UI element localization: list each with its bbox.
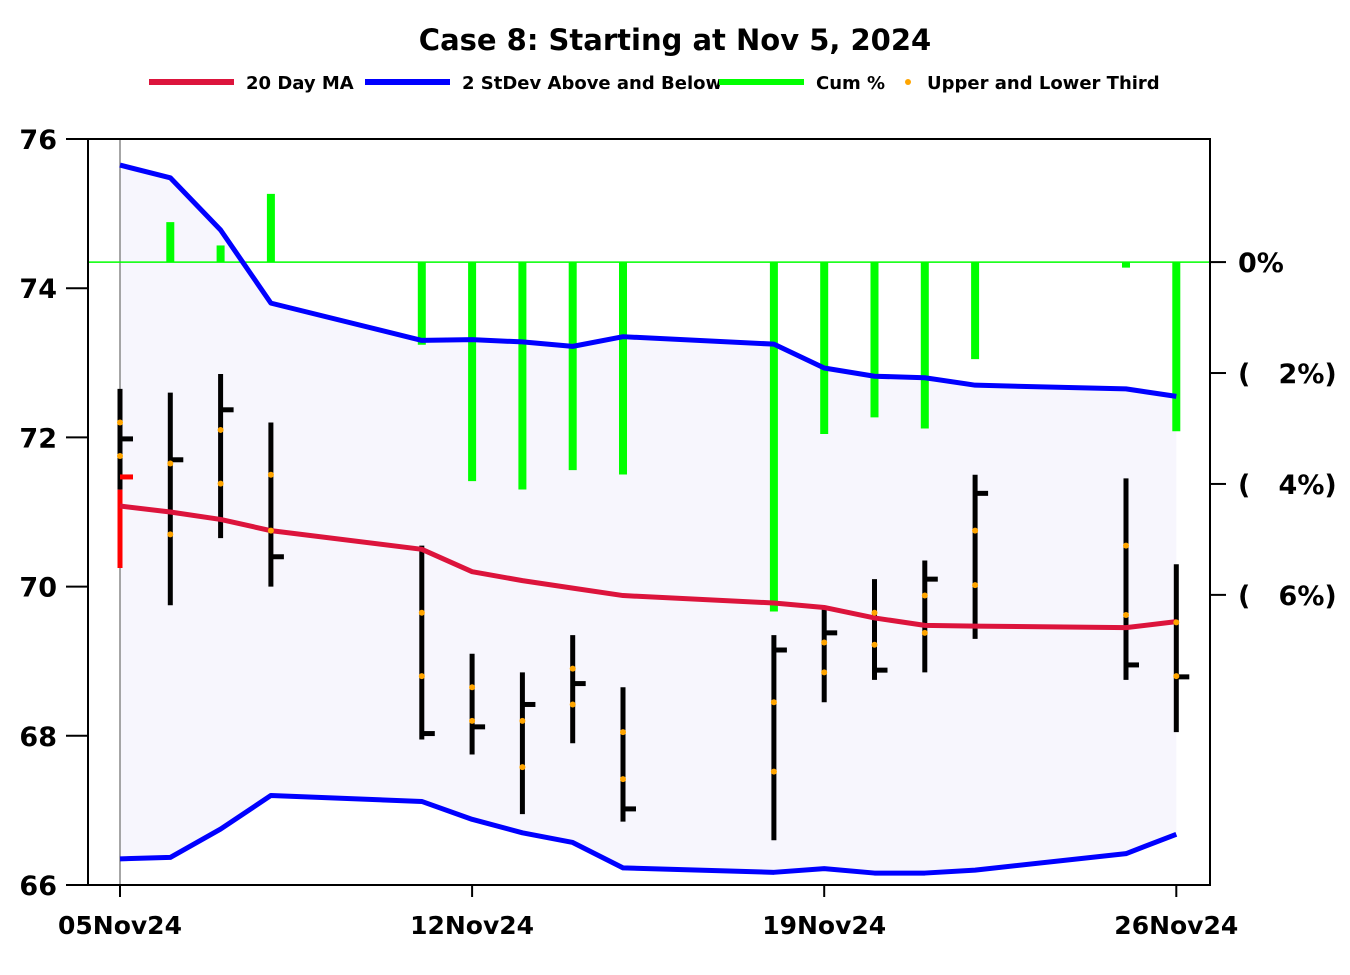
third-dot	[217, 480, 224, 487]
legend-thirds-label: Upper and Lower Third	[927, 73, 1160, 94]
third-dot	[921, 592, 928, 599]
legend-cum-label: Cum %	[816, 73, 885, 94]
third-dot	[1123, 611, 1129, 618]
third-dot	[972, 527, 979, 534]
y-tick-label: 76	[19, 125, 57, 156]
third-dot	[117, 419, 123, 426]
right-tick-label: ( 2%)	[1238, 359, 1337, 390]
third-dot	[569, 665, 576, 672]
y-tick-label: 66	[19, 871, 57, 902]
third-dot	[821, 669, 828, 676]
third-dot	[871, 641, 878, 648]
stdev-lower-line	[119, 792, 1178, 876]
third-dot	[821, 639, 828, 646]
third-dot	[267, 471, 274, 478]
x-tick-label: 19Nov24	[762, 911, 886, 940]
plot-area: 66 68 70 72 74 76 0% ( 2%) ( 4%) ( 6%) 05Nov24 12No…	[19, 125, 1336, 940]
y-tick-label: 74	[19, 274, 57, 305]
third-dot	[418, 673, 425, 680]
right-tick-label: ( 6%)	[1238, 581, 1337, 612]
y-tick-label: 70	[19, 573, 57, 604]
stdev-band	[120, 165, 1177, 874]
third-dot	[620, 776, 626, 783]
y-tick-label: 72	[19, 423, 57, 454]
legend: 20 Day MA 2 StDev Above and Below Cum % …	[149, 73, 1160, 94]
third-dot	[217, 426, 224, 433]
third-dot	[921, 629, 928, 636]
third-dot	[167, 531, 174, 538]
third-dot	[418, 609, 425, 616]
third-dot	[569, 701, 576, 708]
third-dot	[770, 768, 777, 775]
third-dot	[972, 582, 979, 589]
third-dot	[1173, 619, 1180, 626]
x-tick-label: 05Nov24	[58, 911, 182, 940]
third-dot	[167, 460, 174, 467]
y-tick-label: 68	[19, 722, 57, 753]
third-dot	[871, 609, 878, 616]
legend-stdev-label: 2 StDev Above and Below	[462, 73, 722, 94]
third-dot	[469, 717, 476, 724]
third-dot	[469, 684, 476, 691]
legend-ma-label: 20 Day MA	[246, 73, 354, 94]
third-dot	[620, 729, 626, 736]
third-dot	[770, 699, 777, 706]
right-tick-label: ( 4%)	[1238, 470, 1337, 501]
third-dot	[519, 764, 526, 771]
plot-frame	[87, 138, 1211, 886]
third-dot	[1123, 542, 1129, 549]
right-tick-label: 0%	[1238, 248, 1284, 279]
third-dot	[519, 717, 526, 724]
stdev-upper-line	[119, 162, 1177, 399]
third-dot	[1173, 673, 1180, 680]
x-tick-label: 12Nov24	[410, 911, 534, 940]
legend-thirds-swatch	[905, 79, 911, 85]
x-tick-label: 26Nov24	[1114, 911, 1238, 940]
third-dot	[267, 527, 274, 534]
third-dot	[117, 453, 123, 460]
chart-title: Case 8: Starting at Nov 5, 2024	[419, 23, 931, 57]
ma-line	[119, 503, 1177, 631]
